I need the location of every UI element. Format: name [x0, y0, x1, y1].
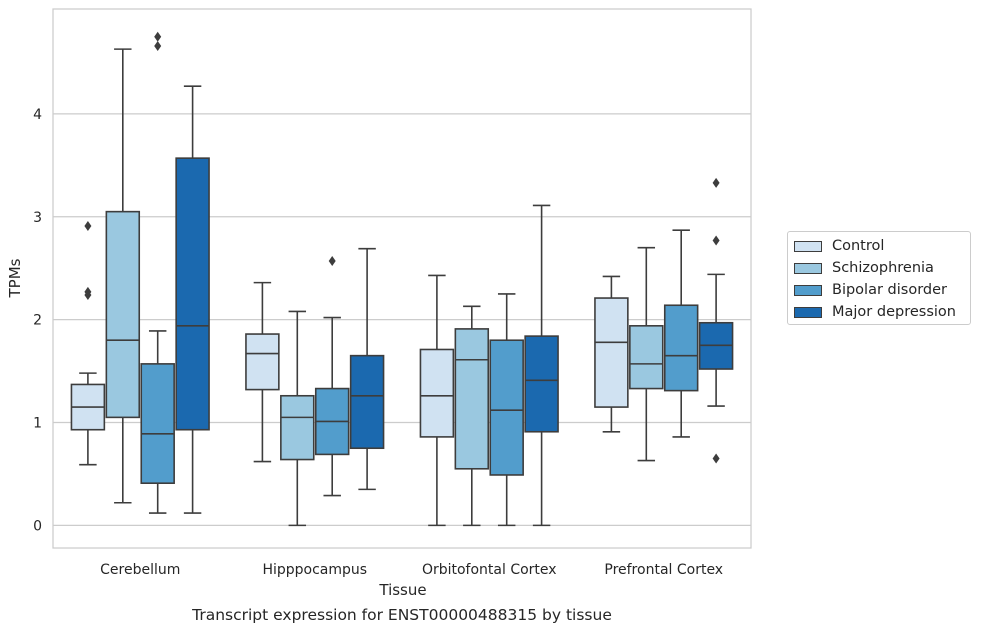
legend-label-bipolar: Bipolar disorder [832, 282, 947, 298]
box-iqr [105, 210, 141, 419]
box-iqr [280, 394, 315, 461]
outlier-point-2 [712, 453, 720, 464]
y-tick-labels: 0 1 2 3 4 [33, 107, 42, 534]
box-iqr [663, 304, 699, 392]
outlier-point-1 [154, 31, 162, 42]
box-iqr [175, 157, 210, 431]
outlier-point-0 [154, 41, 162, 52]
box-hipppocampus-schizophrenia [280, 310, 315, 527]
outlier-point-0 [84, 221, 92, 232]
legend-item-schizophrenia: Schizophrenia [794, 259, 934, 277]
legend-label-schizophrenia: Schizophrenia [832, 260, 934, 276]
legend-item-control: Control [794, 237, 884, 255]
legend-item-bipolar: Bipolar disorder [794, 281, 947, 299]
box-iqr [489, 339, 524, 476]
box-iqr [419, 348, 455, 438]
outlier-point-2 [84, 289, 92, 300]
box-iqr [524, 335, 559, 433]
x-tick-label-prefrontal-cortex: Prefrontal Cortex [604, 562, 723, 578]
legend-swatch-control [794, 240, 822, 252]
x-axis-label: Tissue [378, 581, 426, 599]
box-series [70, 31, 734, 527]
legend-label-major-depression: Major depression [832, 304, 956, 320]
legend: Control Schizophrenia Bipolar disorder M… [787, 231, 971, 325]
box-iqr [594, 297, 629, 408]
box-prefrontal-cortex-major-depression [698, 177, 734, 464]
box-iqr [629, 325, 664, 390]
box-iqr [140, 363, 175, 484]
box-iqr [349, 354, 385, 450]
box-cerebellum-control [70, 221, 106, 466]
box-orbitofontal-cortex-bipolar-disorder [489, 293, 524, 527]
y-tick-label-2: 2 [33, 313, 42, 329]
box-prefrontal-cortex-control [594, 275, 629, 433]
box-orbitofontal-cortex-control [419, 274, 455, 527]
box-hipppocampus-major-depression [349, 247, 385, 491]
x-tick-label-orbitofontal-cortex: Orbitofontal Cortex [422, 562, 557, 578]
box-prefrontal-cortex-bipolar-disorder [663, 229, 699, 438]
chart-caption: Transcript expression for ENST0000048831… [192, 606, 612, 624]
legend-swatch-schizophrenia [794, 262, 822, 274]
outlier-point-0 [328, 256, 336, 267]
y-tick-label-4: 4 [33, 107, 42, 123]
box-orbitofontal-cortex-schizophrenia [454, 305, 490, 527]
box-hipppocampus-bipolar-disorder [314, 256, 350, 497]
box-cerebellum-bipolar-disorder [140, 31, 175, 514]
legend-item-major-depression: Major depression [794, 303, 956, 321]
box-cerebellum-major-depression [175, 85, 210, 514]
box-orbitofontal-cortex-major-depression [524, 204, 559, 527]
box-iqr [245, 333, 280, 391]
legend-swatch-bipolar [794, 284, 822, 296]
y-axis-label: TPMs [6, 258, 24, 298]
x-tick-label-hipppocampus: Hipppocampus [262, 562, 367, 578]
y-tick-label-1: 1 [33, 416, 42, 432]
box-cerebellum-schizophrenia [105, 48, 141, 504]
outlier-point-1 [712, 235, 720, 246]
outlier-point-0 [712, 177, 720, 188]
x-tick-labels: Cerebellum Hipppocampus Orbitofontal Corte… [100, 562, 723, 578]
legend-swatch-major-depression [794, 306, 822, 318]
box-hipppocampus-control [245, 281, 280, 463]
y-tick-label-3: 3 [33, 210, 42, 226]
box-prefrontal-cortex-schizophrenia [629, 246, 664, 462]
x-tick-label-cerebellum: Cerebellum [100, 562, 180, 578]
legend-label-control: Control [832, 238, 885, 254]
y-tick-label-0: 0 [33, 518, 42, 534]
box-iqr [454, 328, 490, 470]
